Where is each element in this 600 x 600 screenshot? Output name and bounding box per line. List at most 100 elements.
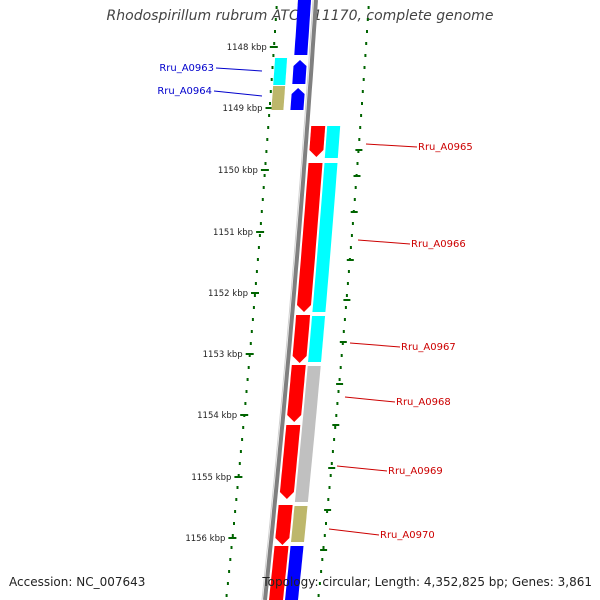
inner-tick-dot: [263, 174, 266, 177]
inner-tick-dot: [244, 402, 247, 405]
backbone-shadow: [261, 0, 314, 600]
outer-tick-dot: [325, 522, 327, 525]
position-label: 1155 kbp: [191, 473, 231, 483]
inner-tick-dot: [270, 78, 273, 81]
outer-tick-dot: [344, 306, 347, 309]
outer-tick-dot: [335, 414, 338, 417]
inner-tick-dot: [257, 246, 260, 249]
gene-features: [269, 0, 341, 600]
outer-tick-dot: [337, 390, 340, 393]
forward-cds: [290, 88, 305, 110]
position-label: 1152 kbp: [208, 289, 248, 299]
gene-label-left: Rru_A0964: [157, 86, 212, 97]
outer-tick-dot: [341, 342, 344, 345]
outer-tick-dot: [343, 318, 346, 321]
gene-label-line: [328, 528, 380, 536]
inner-tick-dot: [250, 330, 253, 333]
inner-tick-dot: [256, 258, 259, 261]
outer-tick-dot: [320, 570, 323, 573]
outer-tick-dot: [354, 186, 357, 189]
inner-tick-dot: [225, 594, 228, 597]
gene-label-line: [365, 143, 418, 148]
cyan-segment: [324, 126, 341, 158]
outer-tick-dot: [360, 114, 363, 117]
outer-tick-dot: [328, 486, 331, 489]
inner-tick-dot: [271, 66, 274, 69]
cyan-segment: [312, 163, 338, 312]
gene-label-line: [213, 90, 263, 97]
outer-tick-dot: [322, 546, 325, 549]
position-label: 1150 kbp: [218, 166, 258, 176]
inner-tick-dot: [248, 354, 251, 357]
position-label: 1151 kbp: [213, 228, 253, 238]
forward-cds: [285, 546, 304, 600]
inner-tick-dot: [233, 522, 235, 525]
position-label: 1148 kbp: [227, 43, 267, 53]
inner-tick-dot: [265, 150, 268, 153]
inner-tick-dot: [242, 426, 245, 429]
reverse-cds: [275, 505, 293, 545]
outer-tick-dot: [361, 90, 364, 93]
inner-tick-dot: [269, 90, 272, 93]
reverse-cds: [309, 126, 326, 157]
outer-tick-dot: [366, 30, 368, 33]
cyan-segment: [308, 316, 326, 362]
gene-label-line: [349, 342, 401, 348]
backbone-path: [263, 0, 318, 600]
outer-tick-dot: [329, 474, 332, 477]
inner-tick-dot: [259, 222, 262, 225]
inner-tick-dot: [260, 210, 263, 213]
gene-label-right: Rru_A0970: [380, 530, 435, 541]
outer-tick-dot: [362, 78, 365, 81]
reverse-cds: [292, 315, 311, 363]
inner-tick-dot: [267, 126, 270, 129]
inner-tick-dot: [262, 186, 265, 189]
cyan-segment: [273, 58, 288, 85]
gene-label-right: Rru_A0967: [401, 342, 456, 353]
inner-tick-dot: [255, 270, 258, 273]
inner-tick-dot: [231, 534, 234, 537]
outer-tick-dot: [327, 498, 330, 501]
gene-label-line: [344, 396, 396, 403]
inner-tick-dot: [249, 342, 252, 345]
outer-tick-dot: [330, 462, 333, 465]
inner-tick-dot: [274, 30, 276, 33]
inner-tick-dot: [235, 498, 238, 501]
inner-tick-dot: [261, 198, 264, 201]
gene-label-line: [215, 67, 263, 72]
reverse-cds: [269, 546, 289, 600]
inner-tick-dot: [237, 474, 240, 477]
outer-tick-dot: [365, 42, 368, 45]
outer-tick-dot: [350, 234, 353, 237]
outer-tick-dot: [357, 150, 360, 153]
inner-tick-dot: [258, 234, 261, 237]
outer-tick-dot: [339, 366, 342, 369]
outer-tick-dot: [321, 558, 324, 561]
topology-text: Topology: circular; Length: 4,352,825 bp…: [262, 575, 592, 589]
outer-tick-dot: [363, 66, 366, 69]
khaki-segment: [271, 86, 286, 110]
inner-tick-dot: [273, 42, 276, 45]
outer-tick-dot: [326, 510, 329, 513]
outer-tick-dot: [345, 294, 348, 297]
reverse-cds: [297, 163, 323, 312]
outer-tick-dot: [318, 582, 321, 585]
outer-tick-dot: [317, 594, 320, 597]
outer-tick-dot: [333, 438, 336, 441]
outer-tick-dot: [364, 54, 367, 57]
outer-tick-dot: [351, 222, 354, 225]
outer-tick-dot: [342, 330, 345, 333]
inner-tick-dot: [228, 570, 231, 573]
outer-tick-dot: [338, 378, 341, 381]
gene-label-line: [357, 239, 411, 245]
inner-tick-dot: [266, 138, 269, 141]
inner-tick-dot: [269, 102, 271, 105]
position-label: 1154 kbp: [197, 411, 237, 421]
inner-tick-dot: [236, 486, 239, 489]
inner-tick-dot: [234, 510, 237, 513]
inner-tick-dot: [241, 438, 244, 441]
outer-tick-dot: [347, 270, 350, 273]
inner-tick-dot: [247, 366, 250, 369]
